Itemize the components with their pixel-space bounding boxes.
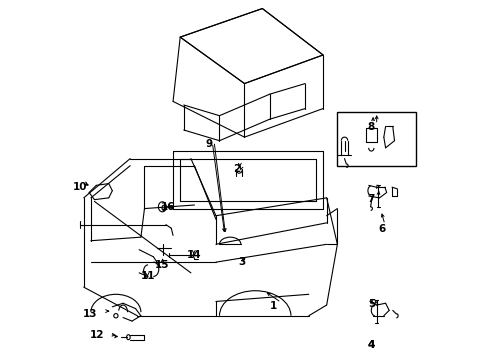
Bar: [337, 112, 415, 166]
Text: 2: 2: [233, 164, 240, 174]
Text: 13: 13: [83, 309, 97, 319]
Text: 8: 8: [367, 122, 374, 132]
Text: 7: 7: [367, 194, 374, 203]
Text: 1: 1: [270, 301, 277, 311]
Text: 6: 6: [378, 224, 385, 234]
Text: 11: 11: [141, 271, 155, 281]
Text: 3: 3: [238, 257, 245, 267]
Text: 15: 15: [154, 260, 169, 270]
Text: 12: 12: [90, 330, 104, 340]
Text: 9: 9: [205, 139, 212, 149]
Text: 10: 10: [72, 182, 87, 192]
Text: 14: 14: [186, 249, 201, 260]
Text: 4: 4: [367, 340, 374, 350]
Text: 5: 5: [367, 299, 374, 309]
Text: 4: 4: [367, 340, 374, 350]
Text: 16: 16: [160, 202, 175, 212]
